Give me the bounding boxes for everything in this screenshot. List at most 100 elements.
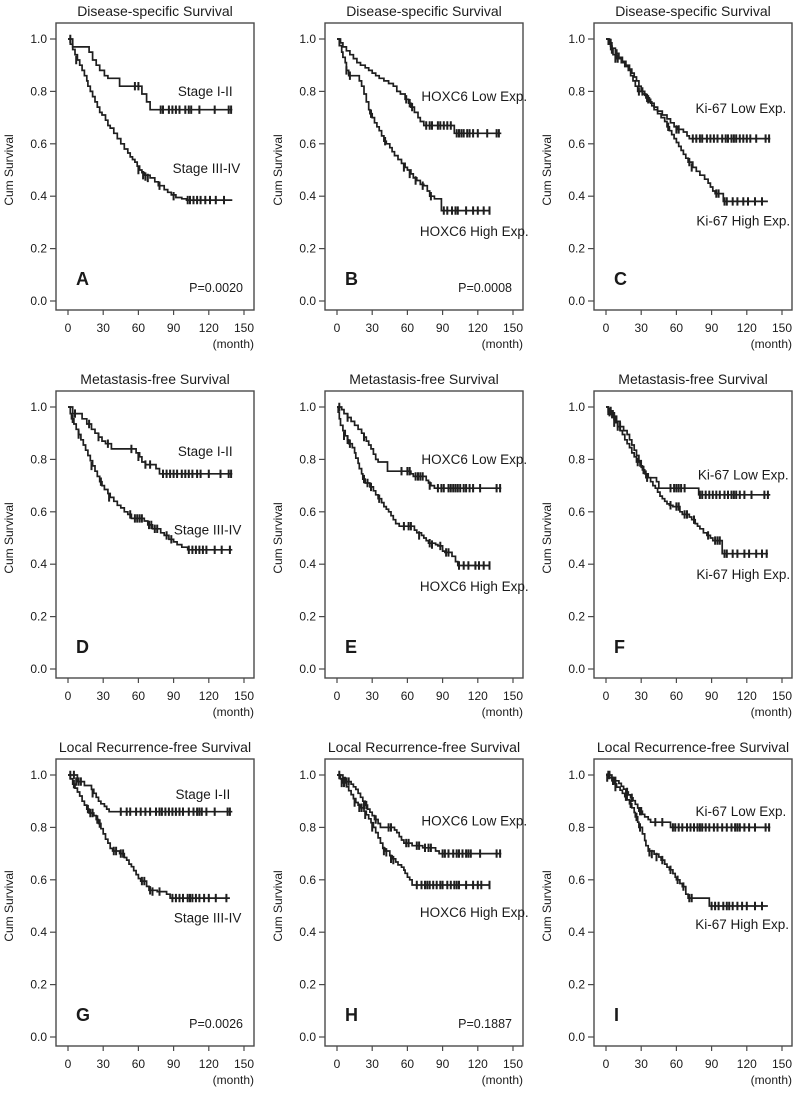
y-tick-label: 0.0 — [30, 1030, 47, 1044]
x-tick-label: 30 — [366, 689, 380, 703]
y-tick-label: 0.2 — [299, 242, 316, 256]
series-label: HOXC6 High Exp. — [420, 224, 529, 239]
y-tick-label: 0.6 — [568, 873, 585, 887]
km-plot-D: Cum Survival 1.0 0.8 0.6 0.4 0.2 0.0 0 30 60 90 120… — [2, 390, 255, 719]
plot-frame — [593, 758, 793, 1047]
x-tick-label: 120 — [737, 321, 757, 335]
censor-marks-2 — [610, 45, 763, 206]
censor-marks-2 — [71, 414, 231, 554]
survival-curve-1 — [68, 38, 233, 111]
x-tick-label: 0 — [334, 689, 341, 703]
censor-marks-2 — [345, 66, 491, 215]
plot-frame — [593, 390, 793, 679]
km-plot-B: Cum Survival 1.0 0.8 0.6 0.4 0.2 0.0 0 30 60 90 120… — [271, 22, 529, 351]
y-tick-label: 0.4 — [568, 189, 585, 203]
series-label: Ki-67 High Exp. — [696, 214, 790, 229]
x-tick-label: 90 — [705, 1057, 719, 1071]
km-plot-F: Cum Survival 1.0 0.8 0.6 0.4 0.2 0.0 0 30 60 90 120… — [540, 390, 793, 719]
series-label: Ki-67 Low Exp. — [698, 468, 789, 483]
x-axis-unit: (month) — [751, 1073, 792, 1087]
y-axis-title: Cum Survival — [540, 502, 554, 573]
plot-frame — [55, 22, 255, 311]
survival-curve-1 — [337, 406, 502, 490]
censor-marks-1 — [609, 38, 771, 143]
plot-frame — [55, 390, 255, 679]
censor-marks-2 — [343, 431, 491, 570]
survival-curve-2 — [337, 38, 490, 212]
x-tick-label: 60 — [132, 321, 146, 335]
y-tick-label: 0.0 — [299, 1030, 316, 1044]
panel-letter: C — [614, 269, 627, 289]
x-tick-label: 120 — [468, 1057, 488, 1071]
panel-letter: F — [614, 637, 625, 657]
survival-curve-2 — [337, 406, 490, 567]
survival-curve-1 — [337, 38, 502, 135]
panel-title: Metastasis-free Survival — [618, 371, 768, 387]
series-label: HOXC6 High Exp. — [420, 579, 529, 594]
y-tick-label: 0.8 — [30, 452, 47, 466]
y-tick-label: 0.8 — [568, 452, 585, 466]
y-tick-label: 0.4 — [30, 189, 47, 203]
survival-curve-2 — [337, 774, 490, 886]
series-label: HOXC6 Low Exp. — [421, 813, 527, 828]
y-tick-label: 0.2 — [30, 978, 47, 992]
x-axis-unit: (month) — [213, 1073, 254, 1087]
x-tick-label: 0 — [65, 1057, 72, 1071]
panel-F: Metastasis-free Survival Cum Survival 1.0… — [538, 368, 808, 736]
censor-marks-1 — [607, 770, 771, 832]
x-tick-label: 60 — [670, 1057, 684, 1071]
plot-frame — [593, 22, 793, 311]
series-label: HOXC6 Low Exp. — [421, 89, 527, 104]
y-tick-label: 0.6 — [299, 873, 316, 887]
x-tick-label: 0 — [65, 321, 72, 335]
x-tick-label: 150 — [234, 689, 254, 703]
y-tick-label: 1.0 — [568, 32, 585, 46]
series-label: Stage III-IV — [174, 523, 242, 538]
x-tick-label: 150 — [772, 1057, 792, 1071]
survival-curve-2 — [606, 406, 768, 555]
y-axis-title: Cum Survival — [2, 134, 16, 205]
km-plot-C: Cum Survival 1.0 0.8 0.6 0.4 0.2 0.0 0 30 60 90 120… — [540, 22, 793, 351]
x-tick-label: 0 — [334, 321, 341, 335]
panel-letter: H — [345, 1005, 358, 1025]
y-tick-label: 1.0 — [30, 32, 47, 46]
y-tick-label: 0.0 — [30, 662, 47, 676]
censor-marks-1 — [405, 95, 500, 138]
panel-title: Metastasis-free Survival — [80, 371, 230, 387]
plot-frame — [324, 758, 524, 1047]
y-tick-label: 0.4 — [568, 925, 585, 939]
x-tick-label: 60 — [401, 321, 415, 335]
y-tick-label: 1.0 — [299, 32, 316, 46]
panel-title: Metastasis-free Survival — [349, 371, 499, 387]
x-tick-label: 120 — [737, 689, 757, 703]
censor-marks-1 — [338, 402, 502, 493]
panel-letter: D — [76, 637, 89, 657]
x-tick-label: 90 — [436, 1057, 450, 1071]
panel-title: Disease-specific Survival — [615, 3, 771, 19]
y-tick-label: 0.2 — [30, 610, 47, 624]
y-tick-label: 0.6 — [30, 505, 47, 519]
y-tick-label: 1.0 — [568, 400, 585, 414]
p-value: P=0.1887 — [458, 1017, 512, 1031]
p-value: P=0.0020 — [189, 281, 243, 295]
series-label: Ki-67 Low Exp. — [696, 804, 787, 819]
km-plot-I: Cum Survival 1.0 0.8 0.6 0.4 0.2 0.0 0 30 60 90 120… — [540, 758, 793, 1087]
y-tick-label: 0.4 — [299, 925, 316, 939]
x-tick-label: 150 — [234, 321, 254, 335]
x-tick-label: 120 — [737, 1057, 757, 1071]
p-value: P=0.0026 — [189, 1017, 243, 1031]
x-axis-unit: (month) — [213, 337, 254, 351]
y-tick-label: 0.6 — [30, 137, 47, 151]
panel-letter: A — [76, 269, 89, 289]
x-tick-label: 150 — [772, 321, 792, 335]
series-label: Ki-67 Low Exp. — [696, 101, 787, 116]
x-tick-label: 90 — [167, 1057, 181, 1071]
x-tick-label: 150 — [503, 689, 523, 703]
y-tick-label: 0.8 — [30, 84, 47, 98]
x-tick-label: 0 — [65, 689, 72, 703]
x-tick-label: 30 — [366, 1057, 380, 1071]
x-tick-label: 90 — [167, 321, 181, 335]
panel-letter: G — [76, 1005, 90, 1025]
y-tick-label: 0.2 — [299, 978, 316, 992]
y-axis-title: Cum Survival — [2, 502, 16, 573]
